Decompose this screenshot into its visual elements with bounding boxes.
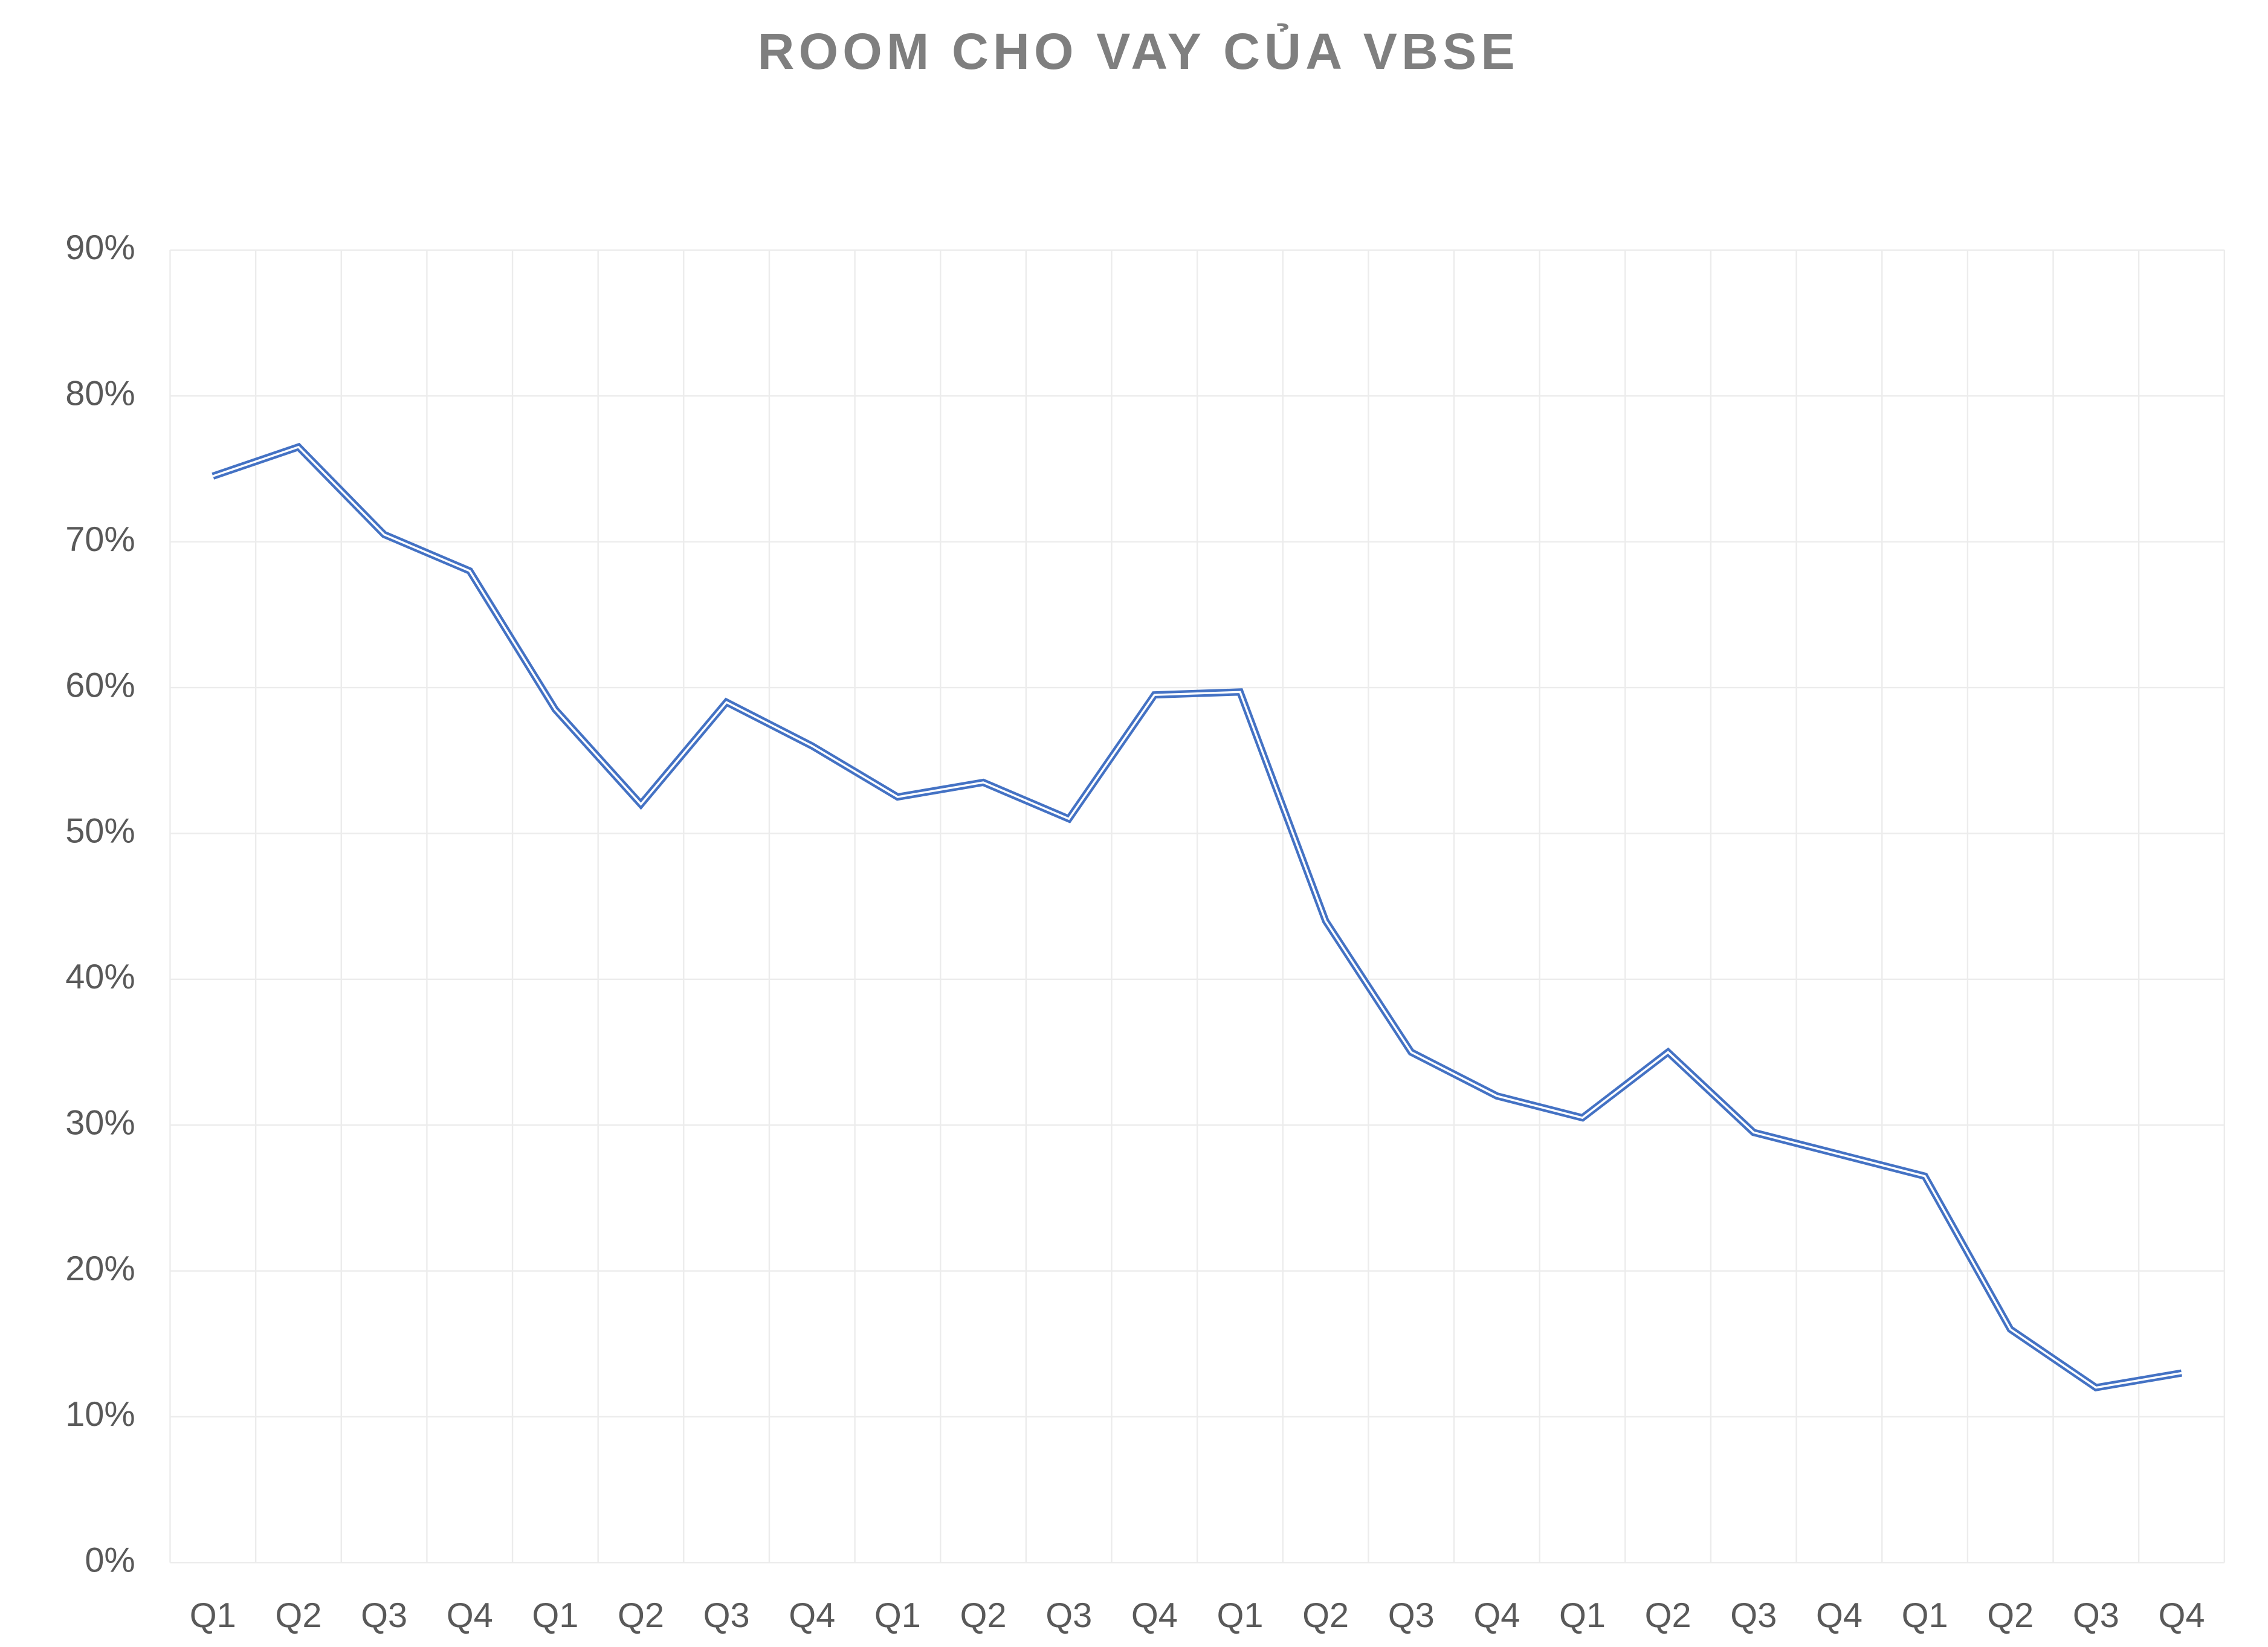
- x-tick-label: Q4: [789, 1596, 835, 1635]
- y-tick-label: 30%: [65, 1103, 135, 1142]
- x-tick-label: Q2: [1302, 1596, 1349, 1635]
- x-tick-label: Q3: [703, 1596, 750, 1635]
- x-tick-label: Q4: [1473, 1596, 1520, 1635]
- x-tick-label: Q2: [1645, 1596, 1691, 1635]
- y-tick-label: 0%: [85, 1541, 135, 1580]
- y-tick-label: 60%: [65, 666, 135, 704]
- line-series-inner: [212, 445, 2182, 1389]
- x-tick-label: Q1: [1216, 1596, 1263, 1635]
- y-tick-label: 80%: [65, 375, 135, 413]
- x-tick-label: Q2: [618, 1596, 664, 1635]
- x-tick-label: Q3: [1730, 1596, 1777, 1635]
- y-tick-label: 40%: [65, 958, 135, 996]
- x-tick-label: Q2: [960, 1596, 1007, 1635]
- x-tick-label: Q4: [447, 1596, 493, 1635]
- x-tick-label: Q3: [2073, 1596, 2119, 1635]
- x-tick-label: Q1: [1902, 1596, 1948, 1635]
- x-tick-label: Q1: [874, 1596, 921, 1635]
- y-tick-label: 90%: [65, 228, 135, 267]
- x-tick-label: Q4: [1131, 1596, 1178, 1635]
- x-tick-label: Q3: [1388, 1596, 1435, 1635]
- x-tick-label: Q4: [1816, 1596, 1863, 1635]
- y-tick-label: 70%: [65, 520, 135, 559]
- y-tick-label: 10%: [65, 1395, 135, 1434]
- x-tick-label: Q3: [1045, 1596, 1092, 1635]
- x-tick-label: Q4: [2159, 1596, 2205, 1635]
- x-tick-label: Q1: [190, 1596, 236, 1635]
- x-tick-label: Q2: [275, 1596, 321, 1635]
- x-tick-label: Q2: [1987, 1596, 2034, 1635]
- x-tick-label: Q1: [532, 1596, 578, 1635]
- y-tick-label: 50%: [65, 812, 135, 851]
- x-tick-label: Q1: [1559, 1596, 1606, 1635]
- x-tick-label: Q3: [361, 1596, 407, 1635]
- y-tick-label: 20%: [65, 1249, 135, 1288]
- chart-title: ROOM CHO VAY CỦA VBSE: [758, 23, 1519, 80]
